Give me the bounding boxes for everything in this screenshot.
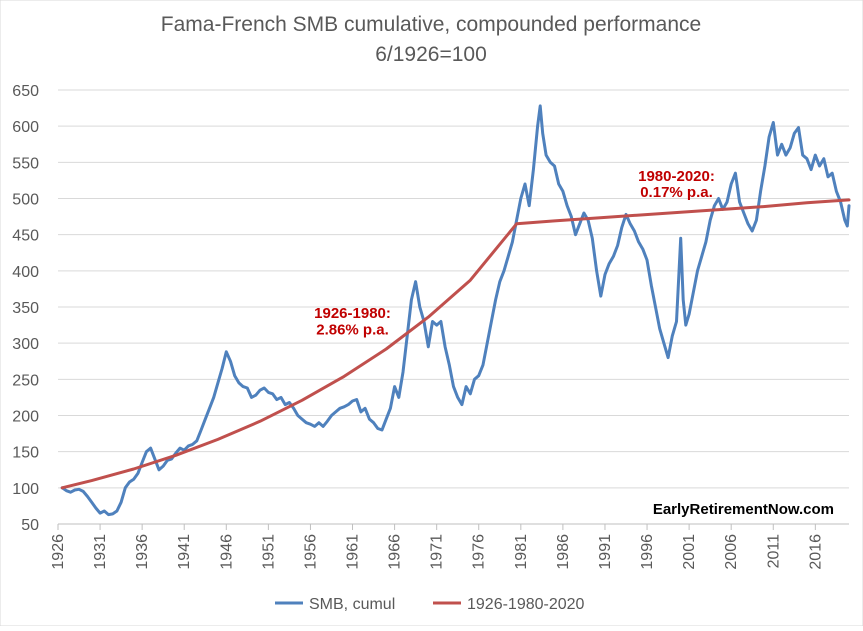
y-tick-label: 550 [12, 155, 39, 172]
x-tick-label: 1951 [260, 534, 277, 570]
y-tick-label: 250 [12, 372, 39, 389]
y-tick-label: 50 [21, 517, 39, 534]
legend: SMB, cumul 1926-1980-2020 [275, 596, 585, 613]
chart-subtitle: 6/1926=100 [375, 43, 487, 66]
y-tick-label: 350 [12, 300, 39, 317]
x-tick-label: 1926 [50, 534, 67, 570]
x-tick-label: 1931 [92, 534, 109, 570]
y-tick-label: 300 [12, 336, 39, 353]
x-tick-label: 1971 [429, 534, 446, 570]
series-line-fitted-trend [60, 198, 851, 490]
chart-title: Fama-French SMB cumulative, compounded p… [161, 13, 701, 36]
watermark-text: EarlyRetirementNow.com [653, 501, 834, 518]
y-tick-label: 100 [12, 481, 39, 498]
x-axis: 1926 1931 1936 1941 1946 1951 1956 1961 1966 1971… [50, 523, 849, 570]
x-tick-label: 1961 [345, 534, 362, 570]
x-tick-label: 1966 [387, 534, 404, 570]
gridlines [58, 89, 849, 489]
y-tick-label: 650 [12, 83, 39, 100]
y-tick-label: 150 [12, 445, 39, 462]
annotations: 1926-1980:2.86% p.a. 1980-2020:0.17% p.a. [314, 168, 715, 338]
x-tick-label: 2016 [807, 534, 824, 570]
x-tick-label: 2011 [765, 534, 782, 569]
x-tick-label: 1946 [218, 534, 235, 570]
legend-label: SMB, cumul [309, 596, 395, 613]
x-tick-label: 1991 [597, 534, 614, 570]
y-axis: 50 100 150 200 250 300 350 400 450 500 550 600 650 [12, 83, 39, 534]
x-tick-label: 2006 [723, 534, 740, 570]
series-group [60, 104, 851, 517]
annotation-text: 1926-1980: [314, 305, 391, 322]
x-tick-label: 1976 [471, 534, 488, 570]
annotation-text: 2.86% p.a. [316, 321, 389, 338]
x-tick-label: 2001 [681, 534, 698, 570]
legend-label: 1926-1980-2020 [467, 596, 585, 613]
y-tick-label: 200 [12, 409, 39, 426]
x-tick-label: 1986 [555, 534, 572, 570]
x-tick-label: 1956 [302, 534, 319, 570]
annotation-text: 0.17% p.a. [640, 184, 713, 201]
x-tick-label: 1981 [513, 534, 530, 570]
annotation-text: 1980-2020: [638, 168, 715, 185]
x-tick-label: 1996 [639, 534, 656, 570]
y-tick-label: 450 [12, 228, 39, 245]
y-tick-label: 600 [12, 119, 39, 136]
series-line-smb-cumul [60, 104, 851, 517]
y-tick-label: 500 [12, 192, 39, 209]
y-tick-label: 400 [12, 264, 39, 281]
x-tick-label: 1936 [134, 534, 151, 570]
x-tick-label: 1941 [176, 534, 193, 570]
